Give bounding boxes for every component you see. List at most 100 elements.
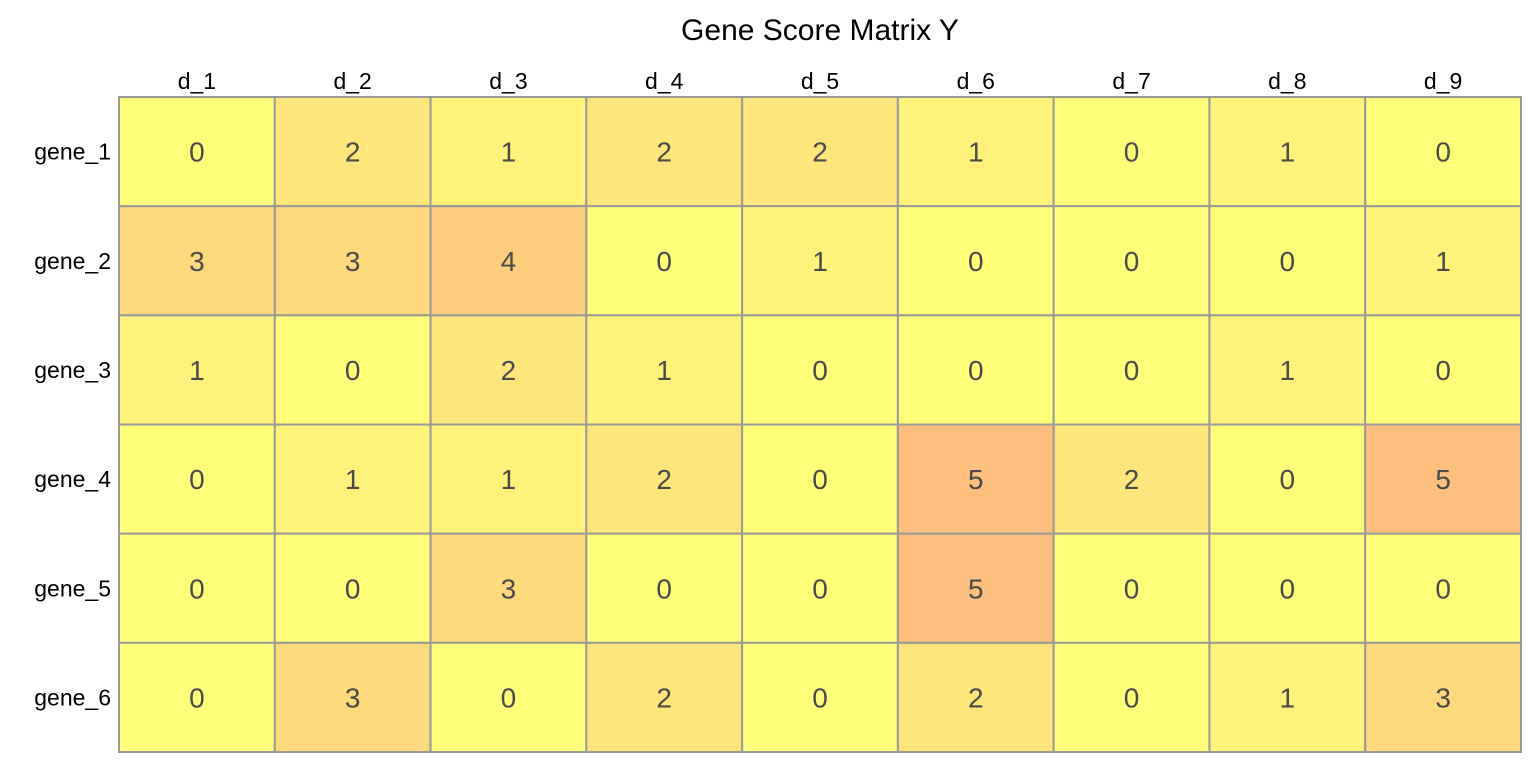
cell-gene_3-d_3 [429, 314, 588, 426]
cell-value-gene_1-d_8: 1 [1280, 137, 1296, 168]
cell-gene_3-d_5 [741, 314, 899, 426]
cell-gene_5-d_7 [1052, 532, 1211, 644]
cell-gene_2-d_3 [429, 205, 588, 317]
column-label-d_2: d_2 [333, 68, 371, 94]
cell-value-gene_1-d_1: 0 [189, 137, 205, 168]
column-label-d_3: d_3 [489, 68, 527, 94]
cell-value-gene_2-d_6: 0 [968, 246, 984, 277]
cell-value-gene_2-d_4: 0 [656, 246, 672, 277]
cell-value-gene_3-d_3: 2 [501, 355, 517, 386]
cell-value-gene_2-d_5: 1 [812, 246, 828, 277]
cell-value-gene_3-d_6: 0 [968, 355, 984, 386]
cell-gene_5-d_1 [118, 532, 276, 644]
cell-value-gene_5-d_4: 0 [656, 573, 672, 604]
cell-value-gene_5-d_7: 0 [1124, 573, 1140, 604]
cell-value-gene_5-d_6: 5 [968, 573, 984, 604]
cell-value-gene_2-d_3: 4 [501, 246, 517, 277]
cell-gene_1-d_3 [429, 96, 588, 208]
cell-value-gene_4-d_9: 5 [1435, 464, 1451, 495]
cell-value-gene_1-d_9: 0 [1435, 137, 1451, 168]
cell-value-gene_4-d_5: 0 [812, 464, 828, 495]
cell-gene_6-d_5 [741, 641, 899, 753]
cell-value-gene_1-d_2: 2 [345, 137, 361, 168]
cell-gene_6-d_9 [1364, 641, 1522, 753]
cell-value-gene_3-d_4: 1 [656, 355, 672, 386]
row-labels: gene_1 gene_2 gene_3 gene_4 gene_5 gene_6 [34, 139, 111, 711]
heatmap-cells: 0 2 1 2 2 1 0 1 0 3 3 4 0 1 0 0 0 1 1 0 2 1 0 0 0 1 0 0 1 1 2 0 5 2 0 5 0 0 3 0… [118, 96, 1522, 753]
cell-value-gene_2-d_8: 0 [1280, 246, 1296, 277]
cell-value-gene_1-d_4: 2 [656, 137, 672, 168]
cell-gene_1-d_6 [896, 96, 1055, 208]
cell-value-gene_2-d_9: 1 [1435, 246, 1451, 277]
cell-gene_3-d_4 [585, 314, 744, 426]
cell-gene_1-d_2 [273, 96, 432, 208]
column-label-d_7: d_7 [1112, 68, 1150, 94]
cell-value-gene_6-d_7: 0 [1124, 682, 1140, 713]
cell-value-gene_4-d_6: 5 [968, 464, 984, 495]
row-label-gene_5: gene_5 [34, 575, 111, 601]
cell-gene_3-d_2 [273, 314, 432, 426]
cell-gene_4-d_1 [118, 423, 276, 535]
cell-value-gene_6-d_9: 3 [1435, 682, 1451, 713]
cell-gene_4-d_9 [1364, 423, 1522, 535]
cell-gene_6-d_4 [585, 641, 744, 753]
cell-value-gene_6-d_2: 3 [345, 682, 361, 713]
cell-gene_5-d_2 [273, 532, 432, 644]
cell-gene_2-d_7 [1052, 205, 1211, 317]
cell-value-gene_1-d_3: 1 [501, 137, 517, 168]
cell-gene_6-d_1 [118, 641, 276, 753]
cell-gene_3-d_1 [118, 314, 276, 426]
cell-value-gene_5-d_1: 0 [189, 573, 205, 604]
cell-value-gene_4-d_2: 1 [345, 464, 361, 495]
cell-value-gene_5-d_3: 3 [501, 573, 517, 604]
cell-value-gene_2-d_1: 3 [189, 246, 205, 277]
cell-value-gene_3-d_5: 0 [812, 355, 828, 386]
cell-value-gene_4-d_4: 2 [656, 464, 672, 495]
cell-value-gene_5-d_5: 0 [812, 573, 828, 604]
cell-value-gene_5-d_9: 0 [1435, 573, 1451, 604]
cell-value-gene_4-d_3: 1 [501, 464, 517, 495]
cell-value-gene_6-d_8: 1 [1280, 682, 1296, 713]
cell-value-gene_3-d_2: 0 [345, 355, 361, 386]
cell-gene_6-d_8 [1208, 641, 1367, 753]
row-label-gene_6: gene_6 [34, 684, 111, 710]
cell-gene_1-d_8 [1208, 96, 1367, 208]
cell-gene_3-d_7 [1052, 314, 1211, 426]
cell-gene_6-d_3 [429, 641, 588, 753]
cell-value-gene_3-d_8: 1 [1280, 355, 1296, 386]
column-label-d_6: d_6 [957, 68, 995, 94]
column-label-d_8: d_8 [1268, 68, 1306, 94]
cell-gene_5-d_4 [585, 532, 744, 644]
column-label-d_5: d_5 [801, 68, 839, 94]
cell-value-gene_1-d_5: 2 [812, 137, 828, 168]
cell-gene_1-d_1 [118, 96, 276, 208]
column-label-d_1: d_1 [178, 68, 216, 94]
cell-value-gene_6-d_1: 0 [189, 682, 205, 713]
cell-value-gene_3-d_7: 0 [1124, 355, 1140, 386]
cell-value-gene_4-d_8: 0 [1280, 464, 1296, 495]
cell-value-gene_6-d_4: 2 [656, 682, 672, 713]
cell-value-gene_5-d_2: 0 [345, 573, 361, 604]
cell-gene_5-d_3 [429, 532, 588, 644]
cell-gene_6-d_6 [896, 641, 1055, 753]
cell-gene_5-d_9 [1364, 532, 1522, 644]
row-label-gene_3: gene_3 [34, 357, 111, 383]
column-label-d_4: d_4 [645, 68, 684, 94]
cell-value-gene_2-d_2: 3 [345, 246, 361, 277]
cell-value-gene_1-d_6: 1 [968, 137, 984, 168]
cell-value-gene_5-d_8: 0 [1280, 573, 1296, 604]
cell-gene_2-d_8 [1208, 205, 1367, 317]
row-label-gene_1: gene_1 [34, 139, 111, 165]
cell-gene_5-d_6 [896, 532, 1055, 644]
cell-gene_2-d_9 [1364, 205, 1522, 317]
column-labels: d_1 d_2 d_3 d_4 d_5 d_6 d_7 d_8 d_9 [178, 68, 1463, 94]
cell-value-gene_4-d_1: 0 [189, 464, 205, 495]
cell-value-gene_6-d_6: 2 [968, 682, 984, 713]
cell-value-gene_6-d_5: 0 [812, 682, 828, 713]
cell-gene_4-d_2 [273, 423, 432, 535]
cell-gene_2-d_5 [741, 205, 899, 317]
cell-gene_2-d_1 [118, 205, 276, 317]
row-label-gene_2: gene_2 [34, 248, 111, 274]
cell-gene_4-d_4 [585, 423, 744, 535]
